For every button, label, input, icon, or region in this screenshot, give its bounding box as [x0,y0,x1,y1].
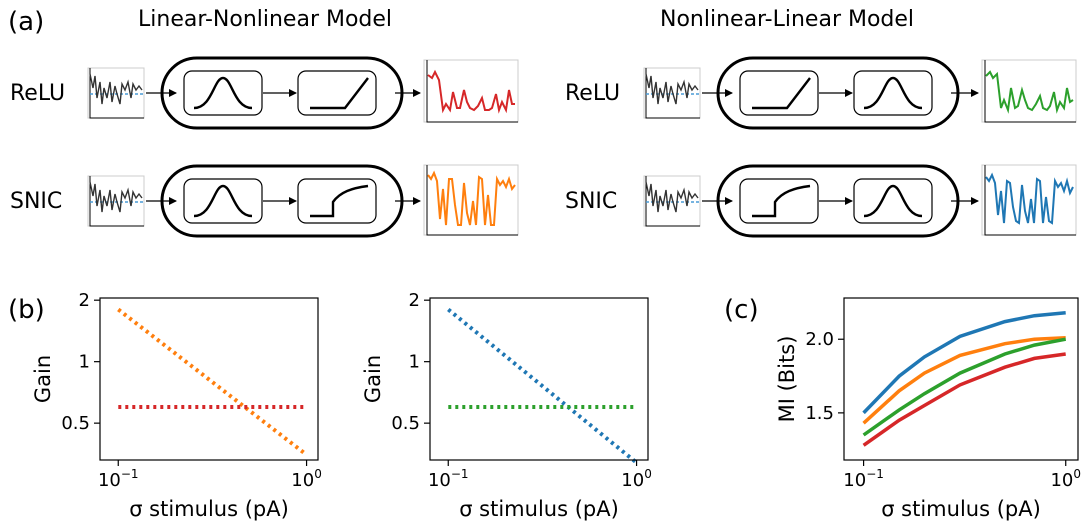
c-series-2 [862,337,1067,437]
chart-b-left: 10−1 100 2 1 0.5 σ stimulus (pA) Gain [31,290,322,521]
chart-c: 10−1 100 2.0 1.5 σ stimulus (pA) MI (Bits) [775,297,1081,521]
c-series-1 [862,336,1066,425]
b-right-xlabel: σ stimulus (pA) [459,497,619,521]
snic-curve-icon [739,178,819,224]
b-left-ytick-label-1: 1 [79,352,90,373]
b-left-xlabel: σ stimulus (pA) [129,497,289,521]
nl-snic-row: SNIC [565,164,1077,238]
noisy-stimulus-icon [643,67,701,119]
panel-label-c: (c) [724,295,759,325]
nl-relu-label: ReLU [565,81,620,106]
b-right-xtick-label-0: 10−1 [428,467,469,491]
b-left-series-0 [117,307,308,457]
panel-label-b: (b) [8,295,45,325]
b-left-ytick-label-0: 2 [79,290,90,311]
noisy-stimulus-icon [87,67,145,119]
output-rate-icon [423,164,519,236]
ln-snic-row: SNIC [10,164,519,238]
nl-model-title: Nonlinear-Linear Model [660,7,914,32]
b-left-xtick-label-1: 100 [291,467,322,491]
c-ylabel: MI (Bits) [775,336,799,423]
gaussian-filter-icon [853,70,933,116]
noisy-stimulus-icon [87,175,145,227]
c-frame [843,297,1079,461]
b-right-ylabel: Gain [361,355,385,403]
c-ytick-label-1: 1.5 [805,403,834,424]
ln-model-title: Linear-Nonlinear Model [138,7,392,32]
panel-label-a: (a) [8,7,44,37]
chart-b-right: 10−1 100 2 1 0.5 σ stimulus (pA) Gain [361,290,652,521]
c-xtick-label-0: 10−1 [843,467,884,491]
nl-snic-output-trace [985,172,1074,225]
c-series-0 [862,310,1066,415]
b-right-ytick-label-1: 1 [409,352,420,373]
output-rate-icon [423,59,519,123]
nl-snic-label: SNIC [565,189,617,214]
gaussian-filter-icon [183,70,263,116]
c-xtick-label-1: 100 [1050,467,1081,491]
c-xlabel: σ stimulus (pA) [881,497,1041,521]
ln-relu-output-trace [427,69,515,114]
gaussian-filter-icon [853,178,933,224]
b-left-xtick-label-0: 10−1 [98,467,139,491]
b-right-ytick-label-0: 2 [409,290,420,311]
nl-relu-row: ReLU [565,56,1077,130]
output-rate-icon [981,59,1077,123]
gaussian-filter-icon [183,178,263,224]
nl-relu-output-trace [985,70,1074,114]
b-right-series-0 [447,307,638,465]
ln-relu-row: ReLU [10,56,519,130]
ln-relu-label: ReLU [10,81,65,106]
snic-curve-icon [297,178,377,224]
ln-snic-output-trace [427,170,516,226]
output-rate-icon [981,164,1077,236]
ln-snic-label: SNIC [10,189,62,214]
c-ytick-label-0: 2.0 [805,329,834,350]
relu-curve-icon [739,70,819,116]
b-left-ylabel: Gain [31,355,55,403]
b-left-frame [99,297,319,461]
b-right-xtick-label-1: 100 [621,467,652,491]
b-left-ytick-label-2: 0.5 [61,413,90,434]
b-right-frame [429,297,649,461]
c-series-3 [862,352,1066,447]
relu-curve-icon [297,70,377,116]
b-right-ytick-label-2: 0.5 [391,413,420,434]
noisy-stimulus-icon [643,175,701,227]
